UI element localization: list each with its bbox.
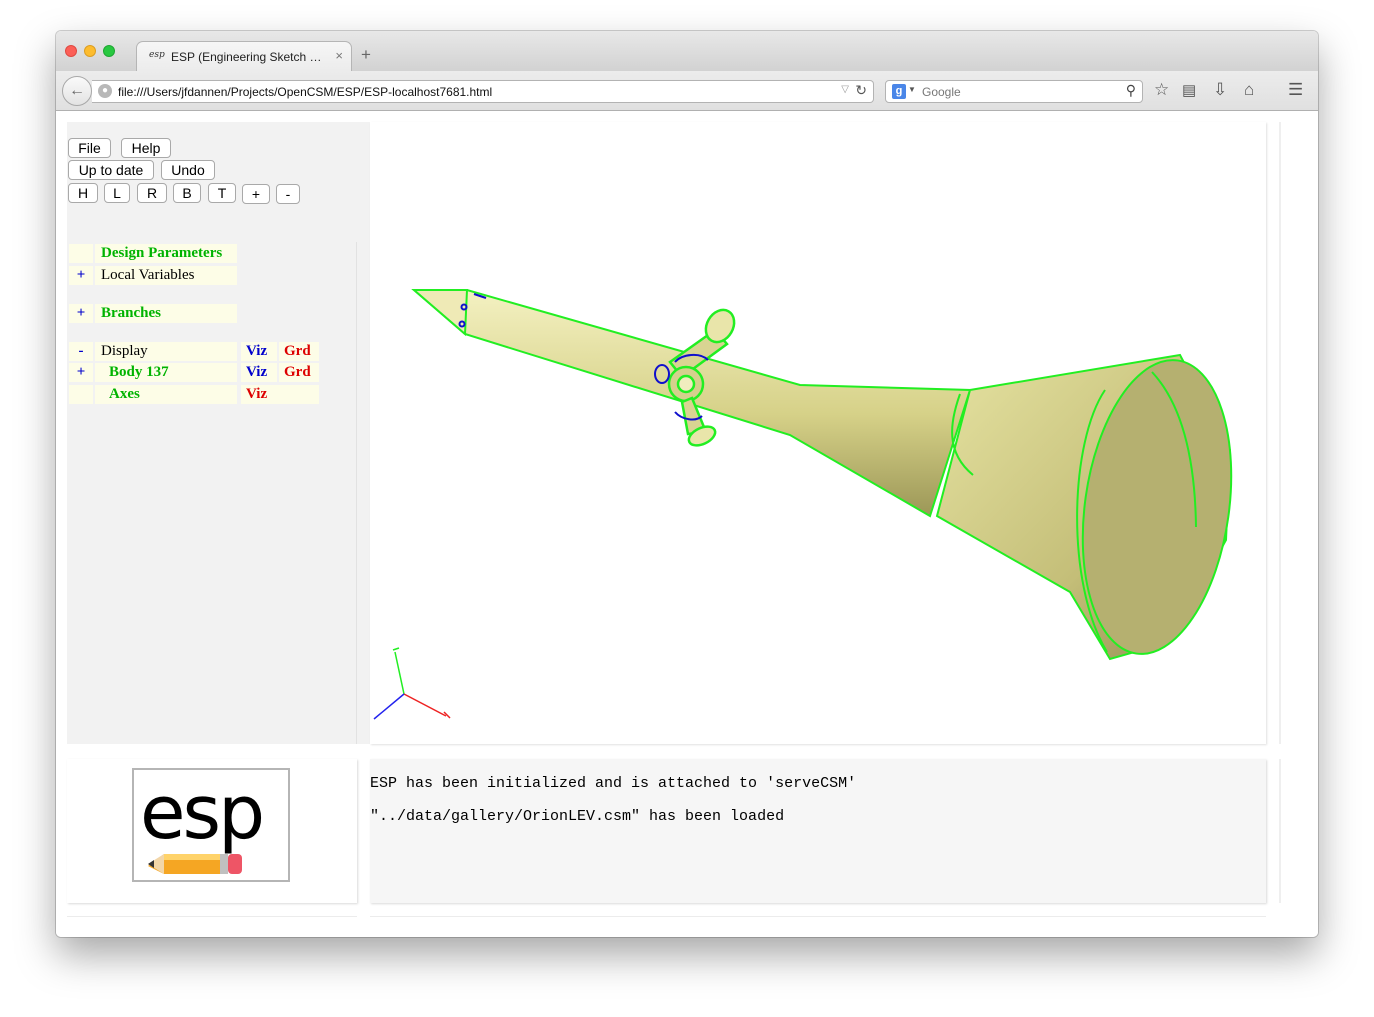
nose-cone: [411, 289, 469, 337]
display-viz-toggle[interactable]: Viz: [241, 342, 277, 361]
esp-logo-image: esp: [140, 770, 265, 874]
tree-item-design-parameters[interactable]: Design Parameters: [95, 244, 237, 263]
page-content: File Help Up to date Undo H L R B T + - …: [56, 112, 1318, 937]
globe-icon: ●: [98, 84, 112, 98]
body-seam: [951, 393, 974, 476]
view-top-button[interactable]: T: [208, 183, 236, 203]
message-line-1: ESP has been initialized and is attached…: [370, 775, 857, 792]
body-viz-toggle[interactable]: Viz: [241, 363, 277, 382]
search-bar[interactable]: g ▼ Google ⚲: [885, 80, 1143, 103]
axes-triad: [373, 647, 451, 720]
viewport-edge: [1279, 122, 1281, 744]
navigation-bar: ← ● file:///Users/jfdannen/Projects/Open…: [56, 71, 1318, 111]
view-bottom-button[interactable]: B: [173, 183, 201, 203]
back-arrow-icon: ←: [69, 82, 85, 99]
heat-shield: [1081, 359, 1233, 655]
zoom-out-button[interactable]: -: [276, 184, 300, 204]
message-edge: [1279, 759, 1281, 903]
display-grd-toggle[interactable]: Grd: [279, 342, 319, 361]
logo-panel: esp: [67, 759, 357, 903]
nose-markings: [458, 293, 487, 328]
body-toggle[interactable]: +: [69, 363, 93, 382]
seam-line: [1151, 371, 1197, 528]
footer-divider-right: [370, 916, 1266, 917]
left-panel: File Help Up to date Undo H L R B T + - …: [67, 122, 371, 744]
heat-shield-rim: [1076, 389, 1108, 653]
back-button[interactable]: ←: [62, 76, 92, 106]
download-icon[interactable]: ⇩: [1213, 80, 1228, 99]
axes-spacer: [69, 385, 93, 404]
menu-icon[interactable]: ☰: [1288, 80, 1304, 99]
abort-motor-nozzles: [667, 308, 736, 447]
search-engine-dropdown-icon[interactable]: ▼: [908, 85, 916, 94]
search-input[interactable]: Google: [922, 85, 961, 99]
undo-button[interactable]: Undo: [161, 160, 215, 180]
esp-logo: esp: [132, 768, 290, 882]
message-line-2: "../data/gallery/OrionLEV.csm" has been …: [370, 808, 785, 825]
view-right-button[interactable]: R: [137, 183, 167, 203]
url-text[interactable]: file:///Users/jfdannen/Projects/OpenCSM/…: [118, 85, 493, 99]
new-tab-button[interactable]: +: [361, 45, 371, 64]
view-left-button[interactable]: L: [104, 183, 130, 203]
design-parameters-toggle: [69, 244, 93, 263]
help-button[interactable]: Help: [121, 138, 171, 158]
local-variables-toggle[interactable]: +: [69, 266, 93, 285]
message-panel: ESP has been initialized and is attached…: [370, 759, 1266, 903]
home-icon[interactable]: ⌂: [1244, 80, 1255, 99]
tree-item-local-variables[interactable]: Local Variables: [95, 266, 237, 285]
maximize-window-button[interactable]: [103, 45, 115, 57]
tab-esp[interactable]: esp ESP (Engineering Sketch Pa... ×: [136, 41, 352, 71]
url-bar[interactable]: ● file:///Users/jfdannen/Projects/OpenCS…: [92, 80, 874, 103]
reading-list-icon[interactable]: ▤: [1182, 82, 1197, 99]
search-icon[interactable]: ⚲: [1125, 82, 1136, 98]
esp-favicon-icon: esp: [149, 50, 165, 60]
view-home-button[interactable]: H: [68, 183, 98, 203]
graphics-viewport[interactable]: [370, 122, 1266, 744]
nozzle-blue-rings: [654, 354, 709, 421]
reload-icon[interactable]: ↻: [855, 82, 867, 98]
tab-bar: esp ESP (Engineering Sketch Pa... × +: [56, 31, 1318, 71]
url-dropdown-icon[interactable]: ▽: [841, 84, 849, 95]
zoom-in-button[interactable]: +: [242, 184, 270, 204]
tree-item-display[interactable]: Display: [95, 342, 237, 361]
browser-window: esp ESP (Engineering Sketch Pa... × + ← …: [56, 31, 1318, 937]
minimize-window-button[interactable]: [84, 45, 96, 57]
tree-item-branches[interactable]: Branches: [95, 304, 237, 323]
tab-title: ESP (Engineering Sketch Pa...: [171, 50, 329, 64]
up-to-date-button[interactable]: Up to date: [68, 160, 154, 180]
tree-item-body-137[interactable]: Body 137: [95, 363, 237, 382]
axes-viz-toggle[interactable]: Viz: [241, 385, 319, 404]
model-render[interactable]: [370, 122, 1266, 744]
star-icon[interactable]: ☆: [1154, 80, 1170, 99]
footer-divider-left: [67, 916, 357, 917]
file-button[interactable]: File: [68, 138, 111, 158]
close-window-button[interactable]: [65, 45, 77, 57]
search-engine-icon[interactable]: g: [892, 84, 906, 99]
tree-view: Design Parameters + Local Variables + Br…: [67, 242, 357, 744]
tree-item-axes[interactable]: Axes: [95, 385, 237, 404]
esp-logo-text: esp: [140, 770, 262, 856]
branches-toggle[interactable]: +: [69, 304, 93, 323]
tab-close-icon[interactable]: ×: [335, 48, 343, 63]
display-toggle[interactable]: -: [69, 342, 93, 361]
pencil-icon: [148, 854, 242, 874]
body-grd-toggle[interactable]: Grd: [279, 363, 319, 382]
